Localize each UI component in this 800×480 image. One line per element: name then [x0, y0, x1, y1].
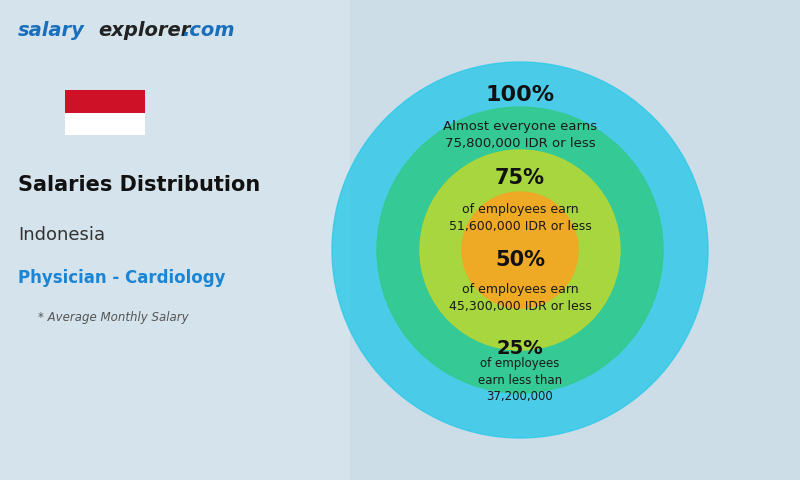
Text: Almost everyone earns
75,800,000 IDR or less: Almost everyone earns 75,800,000 IDR or … — [443, 120, 597, 150]
Text: 75%: 75% — [495, 168, 545, 188]
Text: Salaries Distribution: Salaries Distribution — [18, 175, 260, 195]
Text: Indonesia: Indonesia — [18, 226, 105, 244]
Circle shape — [332, 62, 708, 438]
Text: 50%: 50% — [495, 250, 545, 270]
Bar — [65, 90, 145, 112]
Text: * Average Monthly Salary: * Average Monthly Salary — [38, 312, 189, 324]
Text: of employees earn
45,300,000 IDR or less: of employees earn 45,300,000 IDR or less — [449, 283, 591, 313]
Circle shape — [377, 107, 663, 393]
Bar — [0, 0, 350, 480]
Text: of employees
earn less than
37,200,000: of employees earn less than 37,200,000 — [478, 357, 562, 403]
Text: of employees earn
51,600,000 IDR or less: of employees earn 51,600,000 IDR or less — [449, 203, 591, 233]
Circle shape — [420, 150, 620, 350]
Text: explorer: explorer — [98, 21, 190, 39]
Text: salary: salary — [18, 21, 85, 39]
Text: 25%: 25% — [497, 338, 543, 358]
Circle shape — [462, 192, 578, 308]
Text: .com: .com — [182, 21, 234, 39]
Bar — [65, 112, 145, 135]
Text: Physician - Cardiology: Physician - Cardiology — [18, 269, 226, 287]
Text: 100%: 100% — [486, 85, 554, 105]
